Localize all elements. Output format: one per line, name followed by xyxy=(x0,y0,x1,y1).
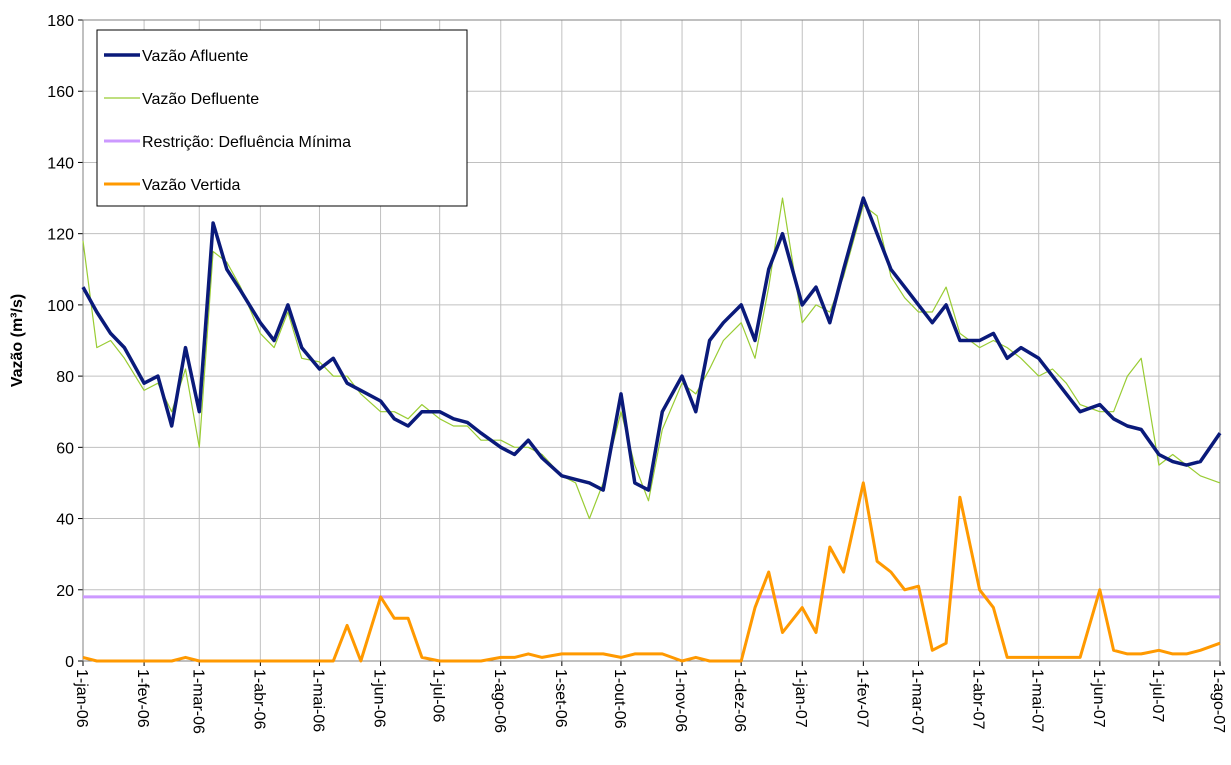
x-tick-label: 1-jul-06 xyxy=(430,669,447,722)
x-tick-label: 1-out-06 xyxy=(611,669,628,729)
x-tick-label: 1-jun-07 xyxy=(1090,669,1107,728)
x-tick-label: 1-fev-07 xyxy=(853,669,870,728)
y-axis-label: Vazão (m³/s) xyxy=(9,294,26,387)
y-tick-label: 60 xyxy=(56,440,74,457)
x-tick-label: 1-mar-07 xyxy=(909,669,926,734)
x-tick-label: 1-jun-06 xyxy=(371,669,388,728)
x-tick-label: 1-mar-06 xyxy=(189,669,206,734)
plot-frame xyxy=(82,19,1221,662)
x-tick-label: 1-dez-06 xyxy=(731,669,748,732)
x-tick-label: 1-mai-07 xyxy=(1029,669,1046,732)
x-tick-label: 1-fev-06 xyxy=(134,669,151,728)
series-line xyxy=(81,196,1222,492)
y-tick-label: 120 xyxy=(47,227,74,244)
x-tick-label: 1-jan-06 xyxy=(73,669,90,728)
y-tick-label: 80 xyxy=(56,369,74,386)
x-tick-label: 1-nov-06 xyxy=(672,669,689,732)
x-tick-label: 1-abr-06 xyxy=(250,669,267,730)
y-tick-label: 180 xyxy=(47,13,74,30)
legend-label: Vazão Vertida xyxy=(142,177,241,194)
y-tick-label: 100 xyxy=(47,298,74,315)
series-line xyxy=(82,481,1221,663)
x-tick-label: 1-jan-07 xyxy=(792,669,809,728)
x-tick-label: 1-mai-06 xyxy=(309,669,326,732)
legend-label: Restrição: Defluência Mínima xyxy=(142,134,351,151)
series-line xyxy=(82,197,1221,520)
x-tick-label: 1-ago-06 xyxy=(491,669,508,733)
x-tick-label: 1-set-06 xyxy=(552,669,569,728)
legend-box xyxy=(96,29,468,207)
y-tick-label: 140 xyxy=(47,155,74,172)
x-tick-label: 1-jul-07 xyxy=(1149,669,1166,722)
legend-label: Vazão Defluente xyxy=(142,91,259,108)
x-tick-label: 1-ago-07 xyxy=(1210,669,1227,733)
legend-label: Vazão Afluente xyxy=(142,48,249,65)
y-tick-label: 0 xyxy=(65,654,74,671)
x-tick-label: 1-abr-07 xyxy=(970,669,987,730)
y-tick-label: 160 xyxy=(47,84,74,101)
y-tick-label: 20 xyxy=(56,583,74,600)
y-tick-label: 40 xyxy=(56,512,74,529)
